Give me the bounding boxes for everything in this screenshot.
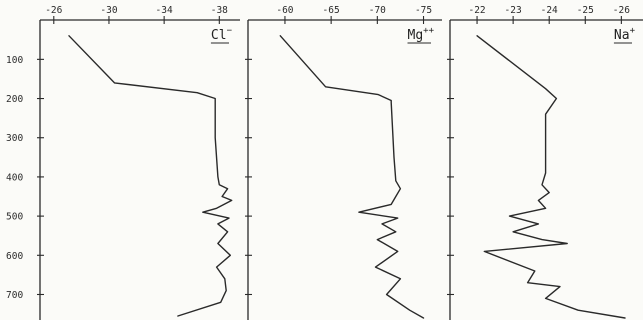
- x-tick-label: -30: [100, 5, 117, 16]
- profile-line: [476, 35, 626, 319]
- x-tick-label: -70: [369, 5, 386, 16]
- ion-label: Mg++: [408, 26, 435, 43]
- y-tick-label: 400: [6, 172, 23, 183]
- y-tick-label: 100: [6, 55, 23, 66]
- ion-label-base: Na: [614, 28, 630, 43]
- ion-label-base: Mg: [408, 28, 424, 43]
- ion-label-base: Cl: [211, 28, 227, 43]
- x-tick-label: -75: [415, 5, 432, 16]
- profile-line: [279, 35, 425, 319]
- ion-label-charge: −: [227, 26, 233, 36]
- ion-label-charge: +: [630, 26, 636, 36]
- x-tick-label: -26: [45, 5, 62, 16]
- ion-label: Na+: [614, 26, 636, 43]
- panel-1: -26 -30 -34 -38 100 200 300 400 500 600 700 Cl−: [6, 5, 240, 320]
- x-tick-label: -26: [613, 5, 630, 16]
- x-tick-label: -24: [541, 5, 558, 16]
- x-tick-label: -22: [468, 5, 485, 16]
- x-tick-label: -25: [577, 5, 594, 16]
- x-tick-label: -65: [323, 5, 340, 16]
- x-tick-label: -23: [505, 5, 522, 16]
- y-tick-label: 500: [6, 212, 23, 223]
- x-tick-label: -38: [211, 5, 228, 16]
- panel-2: -60 -65 -70 -75 Mg++: [245, 5, 442, 320]
- panel-3: -22 -23 -24 -25 -26 Na+: [447, 5, 643, 320]
- profile-line: [68, 35, 233, 317]
- x-tick-label: -34: [156, 5, 173, 16]
- y-tick-label: 300: [6, 133, 23, 144]
- y-tick-label: 700: [6, 290, 23, 301]
- ion-label-charge: ++: [423, 26, 434, 36]
- y-tick-label: 600: [6, 251, 23, 262]
- y-tick-label: 200: [6, 94, 23, 105]
- x-tick-label: -60: [276, 5, 293, 16]
- ion-label: Cl−: [211, 26, 233, 43]
